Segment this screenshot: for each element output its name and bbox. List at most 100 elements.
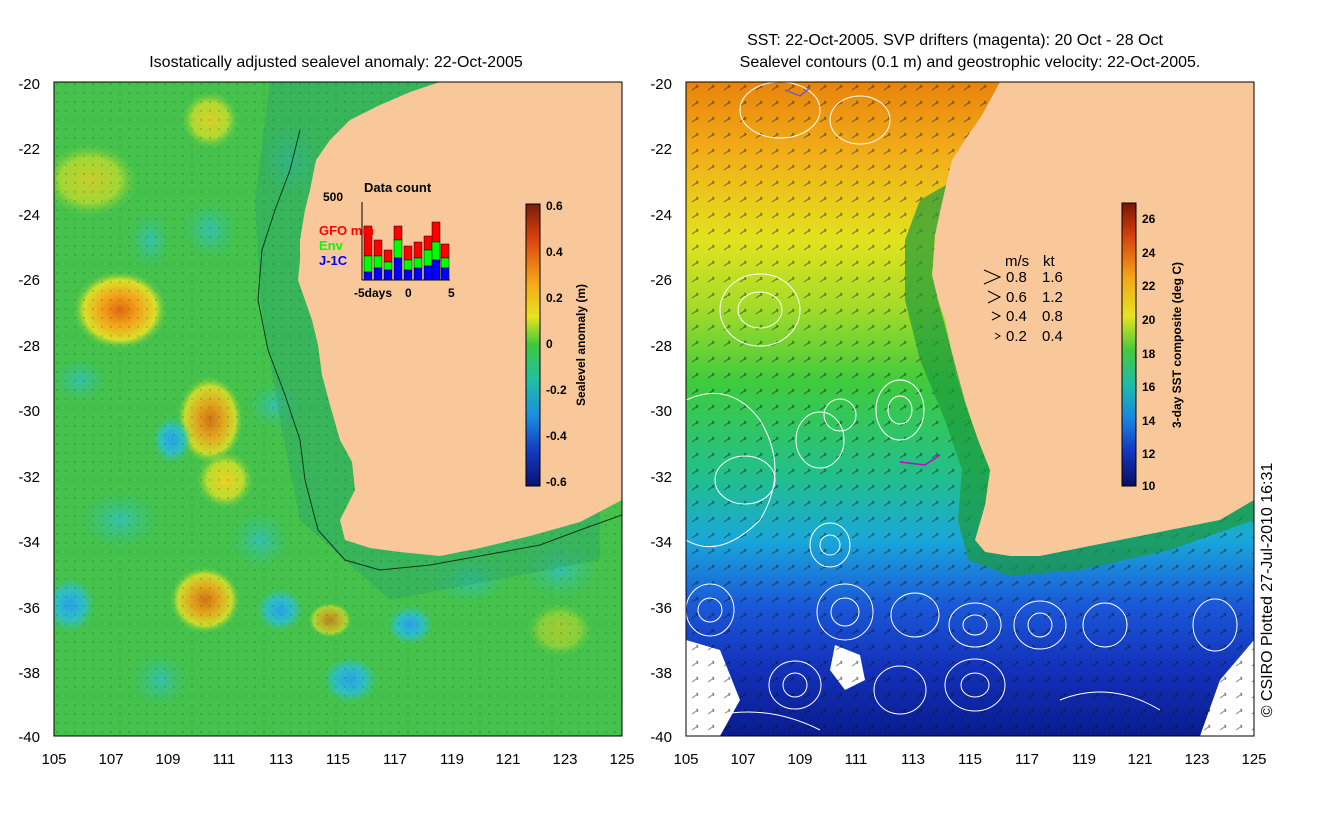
y-tick-label: -38 xyxy=(650,665,672,682)
sealevel-anomaly-field xyxy=(54,82,622,736)
y-tick-label: -22 xyxy=(18,141,40,158)
x-tick-label: 105 xyxy=(41,751,66,768)
velocity-kt: 0.4 xyxy=(1042,328,1063,345)
y-tick-label: -38 xyxy=(18,665,40,682)
sst-colorbar: 26 24 22 20 18 16 14 12 10 3-day SST com… xyxy=(1121,202,1184,493)
data-count-inset: Data count 500 xyxy=(319,180,455,300)
sealevel-contours xyxy=(686,82,1238,731)
sst-field xyxy=(686,82,1254,736)
right-map-title-line2: Sealevel contours (0.1 m) and geostrophi… xyxy=(740,54,1201,71)
velocity-kt: 1.2 xyxy=(1042,289,1063,306)
velocity-ms: 0.6 xyxy=(1006,289,1027,306)
y-tick-label: -30 xyxy=(650,403,672,420)
y-tick-label: -40 xyxy=(18,729,40,746)
inset-ymax: 500 xyxy=(323,190,343,204)
colorbar-tick: 12 xyxy=(1142,447,1156,461)
inset-x-mid: 0 xyxy=(405,286,412,300)
velocity-ms: 0.4 xyxy=(1006,308,1027,325)
colorbar-tick: 26 xyxy=(1142,212,1156,226)
inset-legend-gfo: GFO mm xyxy=(319,223,374,238)
velocity-kt: 1.6 xyxy=(1042,269,1063,286)
colorbar-tick: -0.2 xyxy=(546,383,567,397)
x-tick-label: 119 xyxy=(1072,751,1096,768)
y-tick-label: -26 xyxy=(18,272,40,289)
plot-credit: © CSIRO Plotted 27-Jul-2010 16:31 xyxy=(1259,463,1276,718)
velocity-legend: m/s kt 0.8 1.6 0.6 1.2 0.4 0.8 0.2 0.4 xyxy=(983,253,1063,345)
colorbar-label: Sealevel anomaly (m) xyxy=(574,284,588,406)
y-tick-label: -20 xyxy=(650,76,672,93)
colorbar-tick: 14 xyxy=(1142,414,1156,428)
velocity-header-kt: kt xyxy=(1043,253,1056,270)
y-tick-label: -24 xyxy=(650,207,672,224)
x-tick-label: 109 xyxy=(787,751,812,768)
inset-bars xyxy=(363,221,450,281)
velocity-arrow-icon xyxy=(987,290,1002,304)
x-tick-label: 113 xyxy=(269,751,293,768)
y-tick-label: -32 xyxy=(18,469,40,486)
colorbar-tick: 16 xyxy=(1142,380,1156,394)
inset-legend-env: Env xyxy=(319,238,344,253)
x-tick-label: 123 xyxy=(552,751,577,768)
velocity-header-ms: m/s xyxy=(1005,253,1029,270)
y-tick-label: -36 xyxy=(18,600,40,617)
right-x-axis: 105 107 109 111 113 115 117 119 121 123 … xyxy=(673,751,1266,768)
right-y-axis: -20 -22 -24 -26 -28 -30 -32 -34 -36 -38 … xyxy=(650,76,672,746)
y-tick-label: -40 xyxy=(650,729,672,746)
x-tick-label: 121 xyxy=(1127,751,1152,768)
x-tick-label: 107 xyxy=(730,751,755,768)
velocity-arrow-icon xyxy=(983,269,1002,285)
right-map-panel: SST: 22-Oct-2005. SVP drifters (magenta)… xyxy=(650,32,1276,768)
velocity-ms: 0.8 xyxy=(1006,269,1027,286)
x-tick-label: 113 xyxy=(901,751,925,768)
y-tick-label: -34 xyxy=(650,534,672,551)
x-tick-label: 111 xyxy=(213,751,236,768)
x-tick-label: 125 xyxy=(1241,751,1266,768)
x-tick-label: 117 xyxy=(383,751,407,768)
right-map-title-line1: SST: 22-Oct-2005. SVP drifters (magenta)… xyxy=(747,32,1163,49)
x-tick-label: 119 xyxy=(440,751,464,768)
colorbar-tick: 22 xyxy=(1142,279,1156,293)
velocity-arrow-icon xyxy=(994,332,1001,340)
svp-drifter-track xyxy=(899,454,941,466)
inset-x-left: -5days xyxy=(354,286,392,300)
inset-legend-j1c: J-1C xyxy=(319,253,348,268)
y-tick-label: -22 xyxy=(650,141,672,158)
colorbar-tick: -0.4 xyxy=(546,429,567,443)
colorbar-label: 3-day SST composite (deg C) xyxy=(1170,262,1184,428)
left-map-panel: Isostatically adjusted sealevel anomaly:… xyxy=(18,54,634,768)
y-tick-label: -30 xyxy=(18,403,40,420)
x-tick-label: 125 xyxy=(609,751,634,768)
x-tick-label: 109 xyxy=(155,751,180,768)
y-tick-label: -36 xyxy=(650,600,672,617)
x-tick-label: 107 xyxy=(98,751,123,768)
x-tick-label: 111 xyxy=(845,751,868,768)
y-tick-label: -28 xyxy=(18,338,40,355)
colorbar-tick: 24 xyxy=(1142,246,1156,260)
x-tick-label: 121 xyxy=(495,751,520,768)
colorbar-tick: 10 xyxy=(1142,479,1156,493)
left-y-axis: -20 -22 -24 -26 -28 -30 -32 -34 -36 -38 … xyxy=(18,76,40,746)
colorbar-tick: 0.4 xyxy=(546,245,563,259)
x-tick-label: 115 xyxy=(958,751,982,768)
colorbar-tick: -0.6 xyxy=(546,475,567,489)
colorbar-tick: 0.2 xyxy=(546,291,563,305)
inset-x-right: 5 xyxy=(448,286,455,300)
colorbar-tick: 0.6 xyxy=(546,199,563,213)
y-tick-label: -34 xyxy=(18,534,40,551)
y-tick-label: -26 xyxy=(650,272,672,289)
velocity-ms: 0.2 xyxy=(1006,328,1027,345)
australia-land-left xyxy=(298,82,622,556)
x-tick-label: 105 xyxy=(673,751,698,768)
svp-drifter-track xyxy=(784,87,811,97)
sealevel-colorbar: 0.6 0.4 0.2 0 -0.2 -0.4 -0.6 Sealevel an… xyxy=(525,199,588,489)
velocity-kt: 0.8 xyxy=(1042,308,1063,325)
y-tick-label: -28 xyxy=(650,338,672,355)
colorbar-tick: 0 xyxy=(546,337,553,351)
x-tick-label: 123 xyxy=(1184,751,1209,768)
x-tick-label: 117 xyxy=(1015,751,1039,768)
velocity-arrow-icon xyxy=(991,311,1002,321)
y-tick-label: -24 xyxy=(18,207,40,224)
y-tick-label: -20 xyxy=(18,76,40,93)
left-x-axis: 105 107 109 111 113 115 117 119 121 123 … xyxy=(41,751,634,768)
left-map-title: Isostatically adjusted sealevel anomaly:… xyxy=(149,54,523,71)
